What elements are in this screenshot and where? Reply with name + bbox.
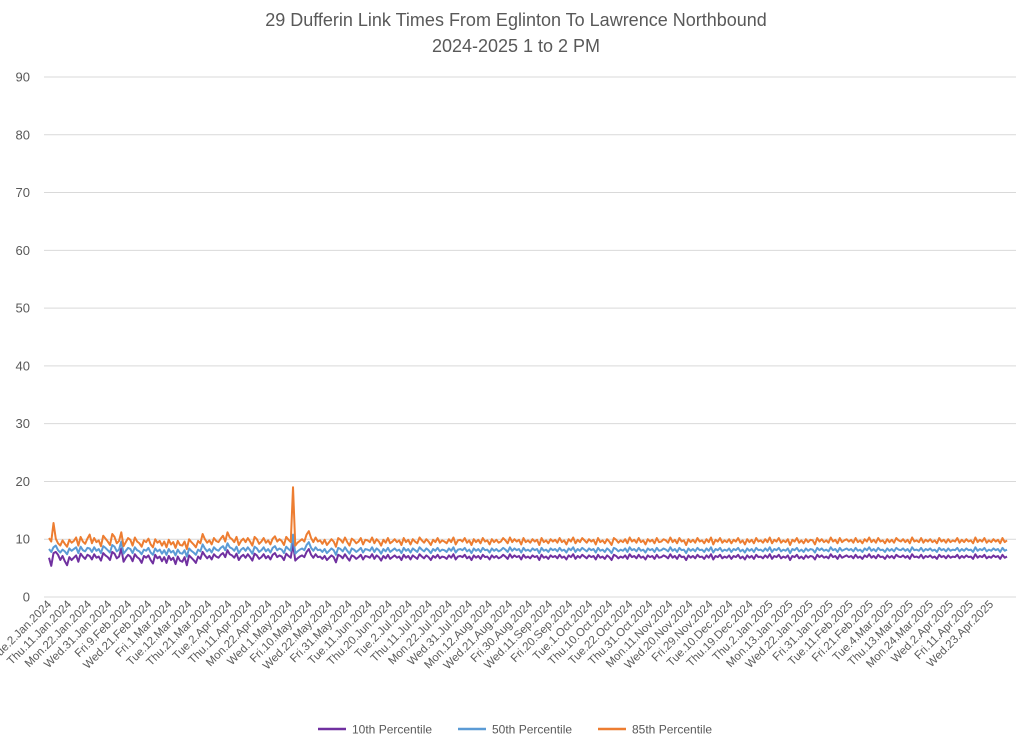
legend-label-3: 85th Percentile: [632, 723, 712, 737]
y-tick-label-10: 10: [16, 532, 30, 547]
x-axis-tick-labels: Tue.2.Jan.2024Thu.11.Jan.2024Mon.22.Jan.…: [0, 598, 996, 672]
gridlines: [44, 76, 1016, 598]
y-tick-label-0: 0: [23, 590, 30, 605]
series-line-10th-percentile: [48, 542, 1008, 567]
y-tick-label-60: 60: [16, 243, 30, 258]
series-line-85th-percentile: [48, 486, 1008, 551]
legend-label-1: 10th Percentile: [352, 723, 432, 737]
y-tick-label-30: 30: [16, 416, 30, 431]
series-line-50th-percentile: [48, 533, 1008, 558]
y-tick-label-80: 80: [16, 127, 30, 142]
series-lines: [48, 486, 1008, 567]
y-tick-label-90: 90: [16, 70, 30, 85]
legend-label-2: 50th Percentile: [492, 723, 572, 737]
chart-title: 29 Dufferin Link Times From Eglinton To …: [265, 10, 767, 30]
y-tick-label-40: 40: [16, 358, 30, 373]
y-axis-tick-labels: 0 10 20 30 40 50 60 70 80 90: [16, 70, 30, 605]
legend: 10th Percentile 50th Percentile 85th Perce…: [318, 723, 712, 737]
chart-subtitle: 2024-2025 1 to 2 PM: [432, 36, 600, 56]
y-tick-label-50: 50: [16, 301, 30, 316]
y-tick-label-20: 20: [16, 474, 30, 489]
y-tick-label-70: 70: [16, 185, 30, 200]
